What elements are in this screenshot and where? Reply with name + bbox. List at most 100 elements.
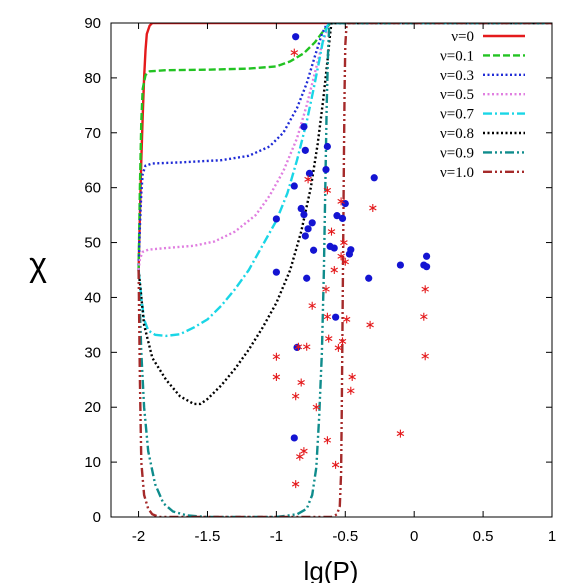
legend-label: ν=0.5 [440,87,474,103]
scatter-star [327,227,336,236]
scatter-star [340,238,348,247]
scatter-dot [309,246,318,254]
scatter-star [294,342,303,351]
y-axis-label: χ [29,246,47,284]
scatter-star [337,197,345,206]
scatter-dot [341,199,349,208]
scatter-dot [300,123,308,131]
scatter-star [421,285,429,294]
scatter-star [291,392,300,401]
y-tick-label: 60 [84,180,101,197]
scatter-dot [290,434,298,442]
scatter-star [369,204,377,212]
y-tick-label: 0 [93,509,101,526]
scatter-star [347,386,355,395]
scatter-star [300,447,308,456]
scatter-star [323,186,332,195]
scatter-dot [305,169,314,177]
scatter-dot [323,142,331,151]
plot-frame [110,22,553,518]
x-axis-label: lg(P) [304,556,359,583]
scatter-dot [332,313,340,321]
scatter-dot [297,204,305,213]
scatter-dot [303,274,311,282]
y-tick-label: 40 [84,289,101,306]
y-tick-label: 10 [84,454,101,471]
series-line [137,23,552,271]
scatter-star [325,334,333,343]
scatter-dot [300,210,308,219]
scatter-dot [292,33,300,41]
series-line [137,23,552,338]
scatter-dot [308,219,316,227]
scatter-star [338,337,347,346]
x-tick-label: 1 [548,528,556,545]
scatter-dot [370,174,378,182]
scatter-dot [396,261,405,269]
scatter-star [290,48,299,57]
y-tick-label: 70 [84,125,101,142]
scatter-star [272,352,281,361]
y-tick-label: 90 [84,15,101,32]
x-tick-label: -1.5 [195,528,221,545]
scatter-star [330,266,338,274]
series-line [137,23,552,271]
scatter-dot [330,244,338,252]
scatter-star [331,460,340,469]
scatter-star [272,373,281,381]
scatter-star [302,342,311,351]
scatter-star [304,175,312,184]
scatter-dot [365,274,373,282]
scatter-dot [338,214,347,223]
scatter-star [312,403,321,412]
scatter-star [296,452,304,461]
scatter-star [308,301,316,310]
legend-label: ν=0.8 [440,126,474,142]
x-tick-label: 0 [410,528,418,545]
legend-label: ν=0.9 [440,145,474,161]
scatter-star [366,320,374,329]
scatter-star [322,285,330,294]
scatter-dot [422,252,431,260]
scatter-star [334,343,343,352]
series-layer [137,23,552,517]
scatter-dot [272,215,280,223]
scatter-dot [301,232,309,240]
x-tick-label: -0.5 [332,528,358,545]
scatter-star [337,252,345,261]
legend: ν=0 ν=0.1 ν=0.3 ν=0.5 ν=0.7 ν=0.8 ν=0.9 ν=1.0 [440,29,525,181]
legend-label: ν=0 [451,29,474,45]
x-tick-label: -1 [270,528,283,545]
scatter-star [341,257,349,266]
scatter-layer [272,33,431,489]
legend-label: ν=0.1 [440,48,474,64]
scatter-star [297,378,305,387]
series-line [137,23,552,271]
scatter-dot [333,212,341,220]
scatter-dot [304,225,312,233]
scatter-dot [272,268,280,276]
x-tick-label: 0.5 [473,528,494,545]
scatter-dot [422,263,431,271]
scatter-dot [322,165,330,174]
scatter-star [396,429,405,438]
scatter-dot [301,146,309,154]
scatter-dot [290,182,298,190]
scatter-star [323,436,332,445]
y-tick-label: 20 [84,399,101,416]
scatter-star [342,315,351,324]
y-tick-label: 50 [84,235,101,252]
y-tick-label: 80 [84,70,101,87]
scatter-star [291,480,300,489]
scatter-star [348,373,356,381]
legend-label: ν=0.7 [440,107,474,123]
y-tick-label: 30 [84,344,101,361]
legend-label: ν=1.0 [440,165,474,181]
scatter-star [323,312,332,321]
legend-label: ν=0.3 [440,68,474,84]
x-tick-label: -2 [132,528,145,545]
scatter-star [420,312,428,321]
series-line [137,23,552,517]
